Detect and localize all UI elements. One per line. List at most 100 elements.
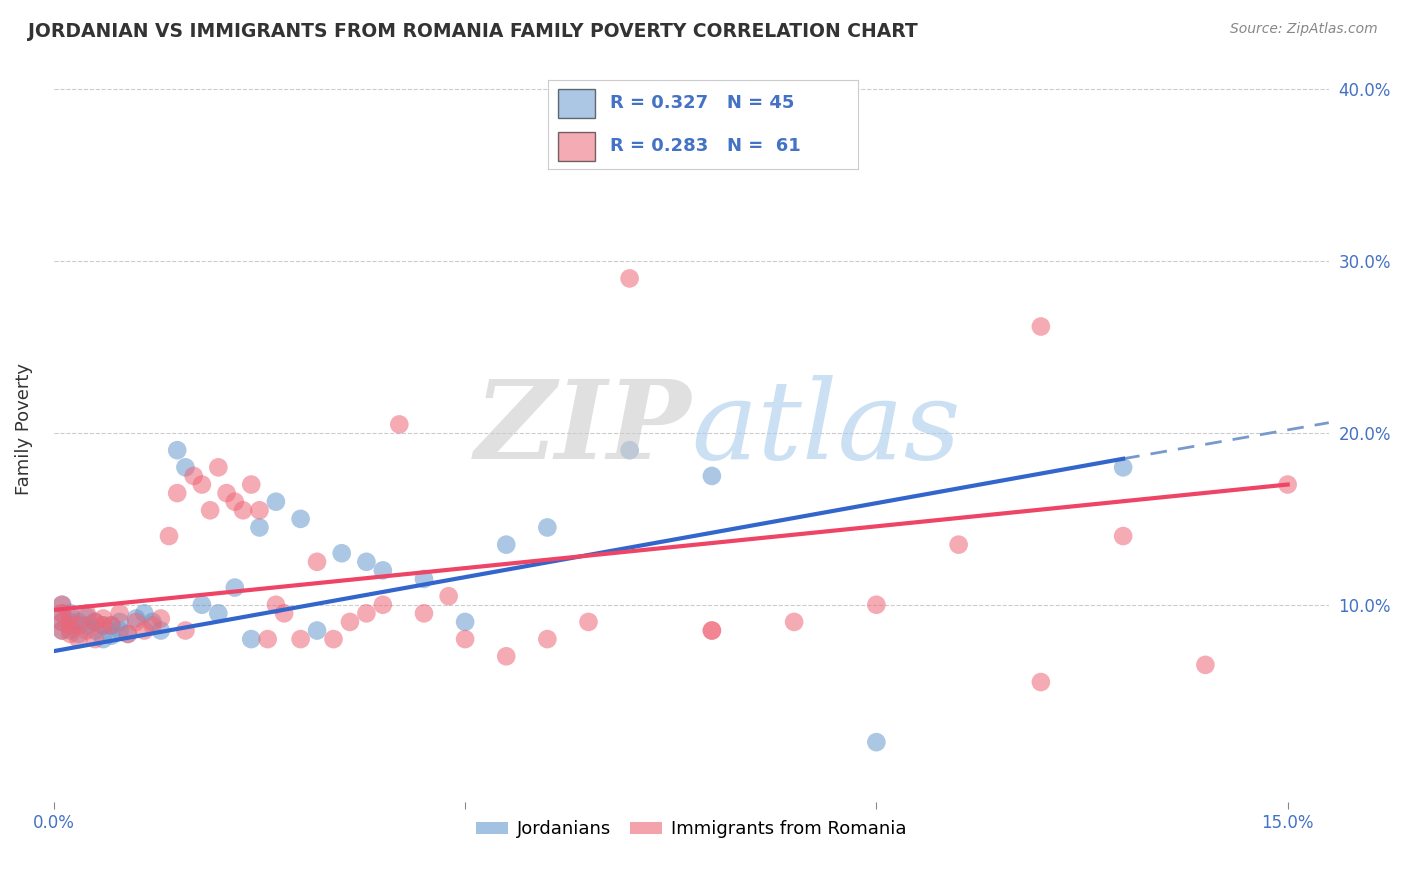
Point <box>264 494 287 508</box>
Point <box>191 598 214 612</box>
Point <box>240 632 263 646</box>
Point <box>865 598 887 612</box>
Point <box>100 618 122 632</box>
Point <box>256 632 278 646</box>
Point <box>495 538 517 552</box>
Point <box>141 618 163 632</box>
Point <box>356 607 378 621</box>
Point <box>51 598 73 612</box>
Point <box>207 607 229 621</box>
Point <box>59 615 82 629</box>
Point <box>215 486 238 500</box>
Point <box>371 563 394 577</box>
Point <box>91 611 114 625</box>
Point <box>84 624 107 638</box>
Point <box>51 615 73 629</box>
Point <box>1277 477 1299 491</box>
Point <box>59 609 82 624</box>
Point <box>149 624 172 638</box>
Point <box>108 615 131 629</box>
Point <box>1112 529 1135 543</box>
Point <box>191 477 214 491</box>
Point <box>91 618 114 632</box>
Point <box>249 503 271 517</box>
Point <box>108 607 131 621</box>
Point <box>117 627 139 641</box>
Point <box>157 529 180 543</box>
Point <box>59 618 82 632</box>
Point <box>619 443 641 458</box>
Point <box>700 624 723 638</box>
Point <box>51 598 73 612</box>
Text: Source: ZipAtlas.com: Source: ZipAtlas.com <box>1230 22 1378 37</box>
Point <box>305 555 328 569</box>
Point <box>91 618 114 632</box>
Point <box>84 615 107 629</box>
Point <box>413 607 436 621</box>
Point <box>224 581 246 595</box>
Point <box>273 607 295 621</box>
Point <box>198 503 221 517</box>
Point <box>117 627 139 641</box>
Point <box>700 624 723 638</box>
Y-axis label: Family Poverty: Family Poverty <box>15 363 32 495</box>
Point <box>437 589 460 603</box>
Point <box>1029 675 1052 690</box>
Point <box>76 609 98 624</box>
Point <box>166 443 188 458</box>
Point <box>232 503 254 517</box>
Point <box>67 615 90 629</box>
Point <box>339 615 361 629</box>
Point <box>183 469 205 483</box>
Point <box>305 624 328 638</box>
Text: atlas: atlas <box>692 375 960 483</box>
Point <box>454 615 477 629</box>
Point <box>356 555 378 569</box>
Point <box>76 607 98 621</box>
Point <box>59 624 82 638</box>
Point <box>290 512 312 526</box>
Point <box>1112 460 1135 475</box>
Point <box>174 460 197 475</box>
Point <box>149 611 172 625</box>
Point <box>141 615 163 629</box>
Point <box>536 632 558 646</box>
Point <box>865 735 887 749</box>
Point <box>59 627 82 641</box>
Point <box>84 632 107 646</box>
Point <box>76 618 98 632</box>
Point <box>67 632 90 646</box>
Point <box>125 615 148 629</box>
Point <box>264 598 287 612</box>
Point <box>536 520 558 534</box>
Point <box>207 460 229 475</box>
Text: R = 0.327   N = 45: R = 0.327 N = 45 <box>610 95 794 112</box>
Point <box>76 624 98 638</box>
Point <box>84 615 107 629</box>
Point <box>134 624 156 638</box>
Point <box>91 632 114 646</box>
Point <box>100 629 122 643</box>
Point <box>174 624 197 638</box>
Point <box>51 607 73 621</box>
Point <box>134 607 156 621</box>
Point <box>388 417 411 432</box>
Point <box>51 624 73 638</box>
FancyBboxPatch shape <box>558 89 595 118</box>
Point <box>454 632 477 646</box>
Text: JORDANIAN VS IMMIGRANTS FROM ROMANIA FAMILY POVERTY CORRELATION CHART: JORDANIAN VS IMMIGRANTS FROM ROMANIA FAM… <box>28 22 918 41</box>
Point <box>166 486 188 500</box>
Point <box>371 598 394 612</box>
Point <box>578 615 600 629</box>
Point <box>67 627 90 641</box>
Point <box>783 615 806 629</box>
Point <box>59 607 82 621</box>
Point <box>330 546 353 560</box>
Point <box>495 649 517 664</box>
Point <box>700 469 723 483</box>
Point <box>619 271 641 285</box>
Point <box>125 611 148 625</box>
Point <box>1029 319 1052 334</box>
Text: R = 0.283   N =  61: R = 0.283 N = 61 <box>610 137 801 155</box>
Point <box>51 615 73 629</box>
